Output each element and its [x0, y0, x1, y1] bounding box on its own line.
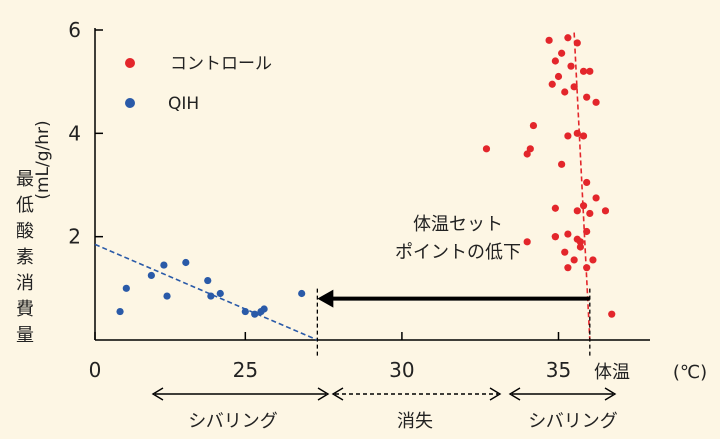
y-ticks: 2 4 6: [68, 18, 103, 249]
control-point: [561, 88, 569, 96]
qih-point: [241, 307, 249, 316]
legend-marker-control: [125, 58, 135, 68]
control-point: [583, 264, 591, 272]
legend-label-qih: QIH: [168, 94, 199, 114]
range-arrow-shivering-left-head-left: [151, 387, 164, 401]
data-points: [116, 34, 616, 318]
control-point: [564, 230, 572, 238]
control-point: [551, 57, 559, 65]
y-axis-title-char: 最: [16, 169, 34, 190]
y-tick-label: 2: [68, 225, 81, 249]
qih-point: [122, 284, 130, 292]
control-point: [523, 238, 531, 246]
y-tick-label: 4: [68, 121, 81, 145]
control-point: [592, 194, 600, 202]
control-point: [601, 207, 610, 215]
y-axis-title-char: 酸: [16, 221, 34, 242]
x-axis-unit: (℃): [673, 362, 707, 383]
control-point: [564, 132, 572, 140]
trend-lines: [94, 32, 591, 341]
qih-point: [204, 276, 212, 285]
control-point: [573, 207, 581, 215]
range-label-loss: 消失: [397, 411, 433, 432]
x-tick-label: 25: [233, 358, 258, 382]
trend-line: [573, 32, 591, 341]
range-label-shivering-right: シバリング: [528, 411, 617, 432]
control-point: [561, 248, 569, 256]
control-point: [570, 83, 578, 91]
control-point: [579, 132, 588, 140]
control-point: [567, 62, 575, 70]
y-axis-title-char: 量: [16, 325, 34, 346]
control-point: [583, 93, 591, 101]
x-tick-label: 0: [89, 358, 102, 382]
control-point: [573, 129, 581, 137]
control-point: [554, 72, 563, 81]
y-axis-title-char: 消: [16, 273, 34, 294]
control-point: [586, 67, 594, 75]
legend: コントロール QIH: [125, 54, 272, 114]
qih-point: [251, 310, 259, 318]
control-point: [589, 256, 597, 264]
y-axis-title-char: 素: [16, 247, 34, 268]
range-arrow-loss-head-right: [489, 387, 502, 401]
setpoint-text-line2: ポイントの低下: [395, 242, 521, 263]
qih-point: [260, 305, 268, 313]
y-axis-title-char: 低: [16, 195, 34, 216]
control-point: [586, 209, 594, 218]
y-axis-title-char: 費: [16, 299, 34, 320]
y-axis-unit: (mL/g/hr): [33, 120, 53, 199]
control-point: [558, 160, 566, 168]
qih-point: [182, 258, 190, 267]
control-point: [583, 227, 591, 236]
trend-line: [94, 243, 318, 341]
control-point: [529, 121, 538, 130]
qih-point: [298, 289, 306, 298]
qih-point: [207, 292, 215, 300]
control-point: [576, 238, 585, 246]
x-axis-title: 体温: [594, 362, 630, 383]
control-point: [573, 39, 581, 47]
x-tick-label: 30: [389, 358, 414, 382]
control-point: [576, 243, 585, 251]
control-point: [608, 310, 616, 318]
control-point: [579, 67, 588, 75]
setpoint-shift-arrowhead: [317, 289, 334, 308]
control-point: [558, 49, 566, 57]
range-arrow-loss-head-left: [331, 387, 344, 401]
control-point: [579, 202, 588, 210]
control-point: [482, 145, 491, 153]
qih-point: [147, 271, 155, 280]
qih-point: [160, 261, 168, 269]
control-point: [523, 150, 531, 158]
range-arrow-shivering-left-head-right: [317, 387, 330, 401]
control-point: [526, 145, 534, 153]
control-point: [570, 256, 578, 264]
control-point: [583, 178, 591, 187]
control-point: [548, 80, 556, 88]
control-point: [592, 98, 600, 106]
y-tick-label: 6: [68, 18, 81, 42]
control-point: [564, 264, 572, 272]
annotations: 体温セット ポイントの低下 シバリング 消失 シバリング: [151, 214, 618, 432]
control-point: [564, 34, 572, 42]
range-arrow-shivering-right-head-left: [508, 387, 521, 401]
legend-label-control: コントロール: [170, 54, 272, 74]
control-point: [551, 233, 559, 241]
x-tick-label: 35: [546, 358, 571, 382]
range-label-shivering-left: シバリング: [188, 411, 277, 432]
qih-point: [163, 292, 171, 300]
x-ticks: 0 25 30 35: [89, 332, 571, 382]
control-point: [551, 204, 559, 212]
qih-point: [216, 289, 224, 298]
range-arrow-shivering-right-head-right: [604, 387, 617, 401]
setpoint-text-line1: 体温セット: [413, 214, 503, 235]
control-point: [545, 36, 553, 44]
legend-marker-qih: [125, 98, 135, 108]
qih-point: [116, 307, 124, 316]
